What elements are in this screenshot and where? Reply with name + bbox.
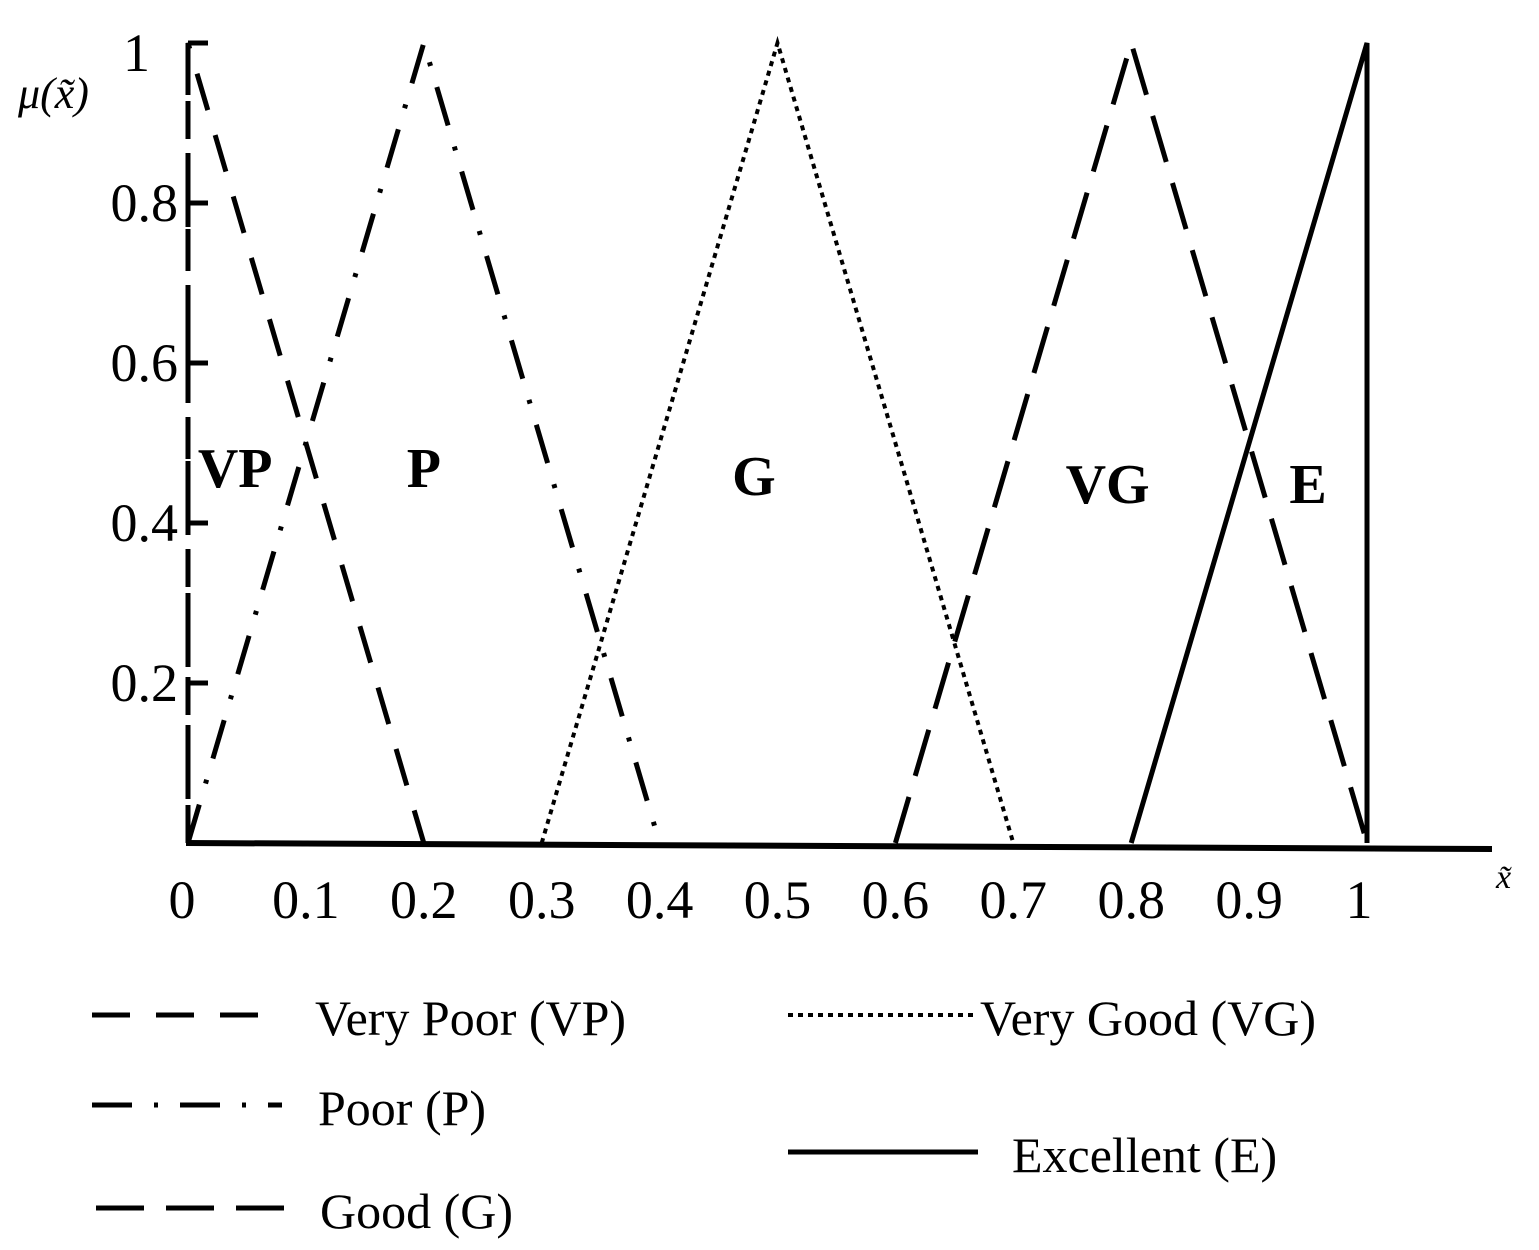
region-label: VP (198, 438, 273, 500)
region-labels: VP P G VG E (198, 438, 1327, 516)
region-label: P (407, 438, 441, 500)
x-tick-labels: 0 0.1 0.2 0.3 0.4 0.5 0.6 0.7 0.8 0.9 1 (169, 870, 1373, 930)
legend-label: Poor (P) (318, 1080, 486, 1136)
y-tick-label: 0.2 (111, 653, 179, 713)
y-tick-label: 0.6 (111, 333, 179, 393)
y-tick-label: 1 (123, 23, 150, 83)
series-line-very-good-vg (893, 34, 1370, 844)
x-tick-label: 0.3 (508, 870, 576, 930)
series-group (185, 34, 1370, 844)
x-tick-label: 0.6 (862, 870, 930, 930)
legend-label: Good (G) (320, 1183, 513, 1239)
region-label: VG (1066, 454, 1150, 516)
x-axis-title: x̃ (1495, 859, 1512, 896)
legend: Very Poor (VP) Poor (P) Good (G) Very Good … (92, 990, 1316, 1239)
y-axis-title: μ(x̃) (17, 69, 89, 118)
y-tick-labels: 0.2 0.4 0.6 0.8 1 (111, 23, 208, 713)
legend-label: Excellent (E) (1012, 1127, 1277, 1183)
y-tick-label: 0.8 (111, 173, 179, 233)
region-label: E (1289, 454, 1326, 516)
x-tick-label: 0.7 (980, 870, 1048, 930)
x-tick-label: 0.5 (744, 870, 812, 930)
y-tick-label: 0.4 (111, 493, 179, 553)
x-tick-label: 0.4 (626, 870, 694, 930)
series-line-poor-p (185, 34, 662, 844)
x-tick-label: 0.1 (272, 870, 340, 930)
x-tick-label: 0.9 (1215, 870, 1283, 930)
x-tick-label: 1 (1346, 870, 1373, 930)
region-label: G (732, 446, 776, 508)
series-line-excellent-e (1128, 42, 1370, 844)
axes (185, 43, 1493, 852)
series-line-good-g (539, 35, 1016, 844)
legend-label: Very Good (VG) (980, 990, 1316, 1046)
legend-label: Very Poor (VP) (315, 990, 626, 1046)
x-tick-label: 0 (169, 870, 196, 930)
x-tick-label: 0.8 (1097, 870, 1165, 930)
x-axis-line (185, 840, 1493, 852)
x-tick-label: 0.2 (390, 870, 458, 930)
